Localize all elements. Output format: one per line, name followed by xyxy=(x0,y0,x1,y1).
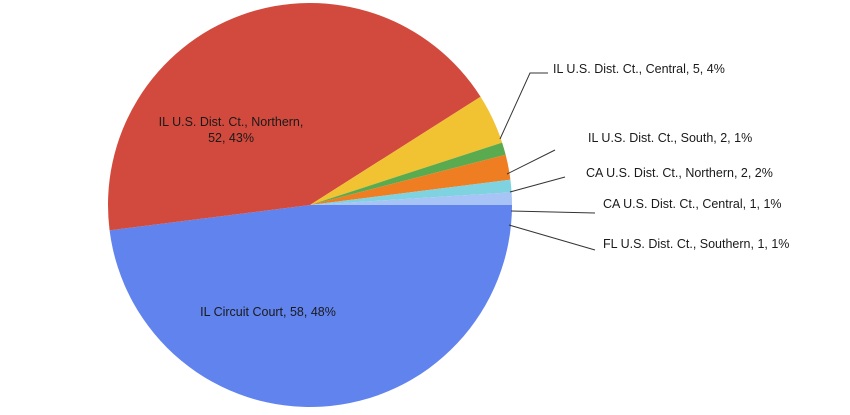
slice-label-line: 52, 43% xyxy=(208,131,254,145)
pie-slices xyxy=(107,2,512,408)
slice-label: FL U.S. Dist. Ct., Southern, 1, 1% xyxy=(603,237,789,251)
slice-label-line: IL Circuit Court, 58, 48% xyxy=(200,305,336,319)
pie-slice xyxy=(310,179,512,205)
leader-line xyxy=(508,224,596,251)
slice-label: IL U.S. Dist. Ct., Central, 5, 4% xyxy=(553,62,725,76)
pie-slice xyxy=(310,192,512,205)
slice-label: IL U.S. Dist. Ct., South, 2, 1% xyxy=(588,131,752,145)
pie-slice xyxy=(109,205,512,408)
slice-label-line: IL U.S. Dist. Ct., Northern, xyxy=(159,115,304,129)
leader-line xyxy=(499,72,548,140)
slice-label: IL Circuit Court, 58, 48% xyxy=(200,305,336,319)
slice-labels: IL Circuit Court, 58, 48% IL U.S. Dist. C… xyxy=(159,62,790,319)
slice-label: CA U.S. Dist. Ct., Northern, 2, 2% xyxy=(586,166,773,180)
slice-label: IL U.S. Dist. Ct., Northern, 52, 43% xyxy=(159,115,304,145)
slice-label: CA U.S. Dist. Ct., Central, 1, 1% xyxy=(603,197,782,211)
pie-slice xyxy=(310,154,511,205)
pie-slice xyxy=(310,142,506,205)
leader-line xyxy=(506,149,556,175)
pie-slice xyxy=(310,96,503,205)
leader-line xyxy=(510,210,596,214)
pie-slice xyxy=(107,2,481,231)
leader-lines xyxy=(499,72,596,251)
leader-line xyxy=(509,176,566,193)
